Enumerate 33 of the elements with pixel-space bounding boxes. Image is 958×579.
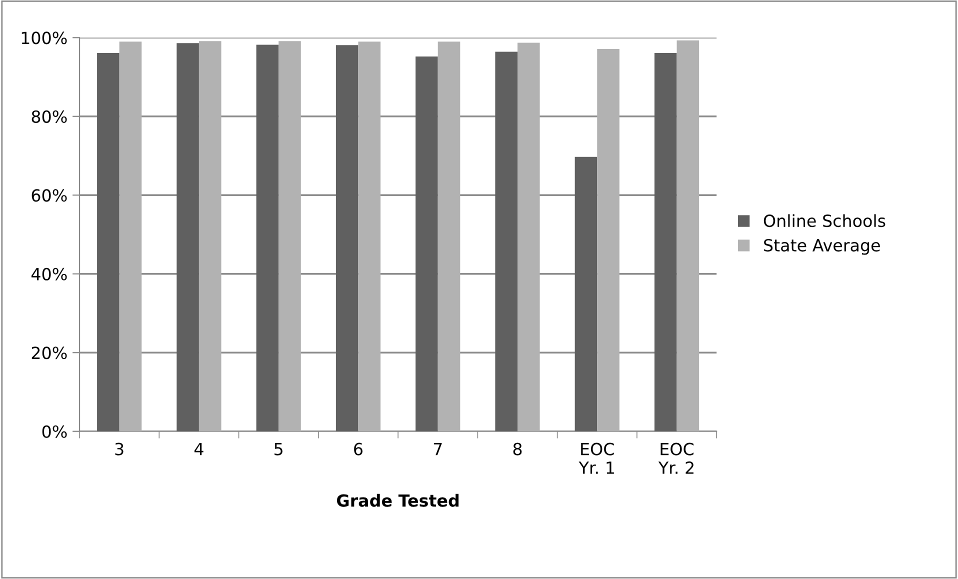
y-tick-label: 40%: [31, 268, 67, 280]
x-tick-label: EOC Yr. 1: [578, 442, 614, 474]
bar: [97, 52, 120, 432]
bar: [336, 45, 358, 432]
x-tick-label: 5: [274, 442, 282, 456]
bar: [256, 44, 279, 432]
bar: [597, 49, 620, 432]
y-tick-label: 60%: [32, 189, 67, 202]
y-tick-label: 80%: [32, 110, 67, 123]
x-axis-title: Grade Tested: [336, 494, 459, 507]
x-tick-label: EOC Yr. 2: [658, 442, 694, 474]
x-tick-label: 3: [115, 442, 124, 456]
bar: [676, 40, 700, 432]
x-tick-label: 6: [354, 442, 362, 456]
bar: [176, 43, 199, 432]
bar: [119, 42, 142, 432]
bar: [416, 56, 438, 432]
x-tick-label: 8: [513, 442, 522, 456]
x-tick-label: 7: [434, 442, 442, 456]
bar: [358, 42, 381, 432]
bar: [574, 156, 598, 432]
legend-label: State Average: [764, 238, 880, 255]
legend-label: Online Schools: [764, 214, 886, 228]
y-tick-label: 20%: [32, 346, 67, 360]
bar: [518, 42, 540, 432]
bar: [278, 41, 301, 432]
bar: [654, 52, 677, 432]
y-tick-label: 100%: [22, 32, 67, 44]
y-tick-label: 0%: [42, 425, 67, 438]
bar: [198, 41, 222, 432]
x-tick-label: 4: [194, 442, 204, 456]
bar: [438, 42, 460, 432]
bar: [495, 52, 518, 432]
